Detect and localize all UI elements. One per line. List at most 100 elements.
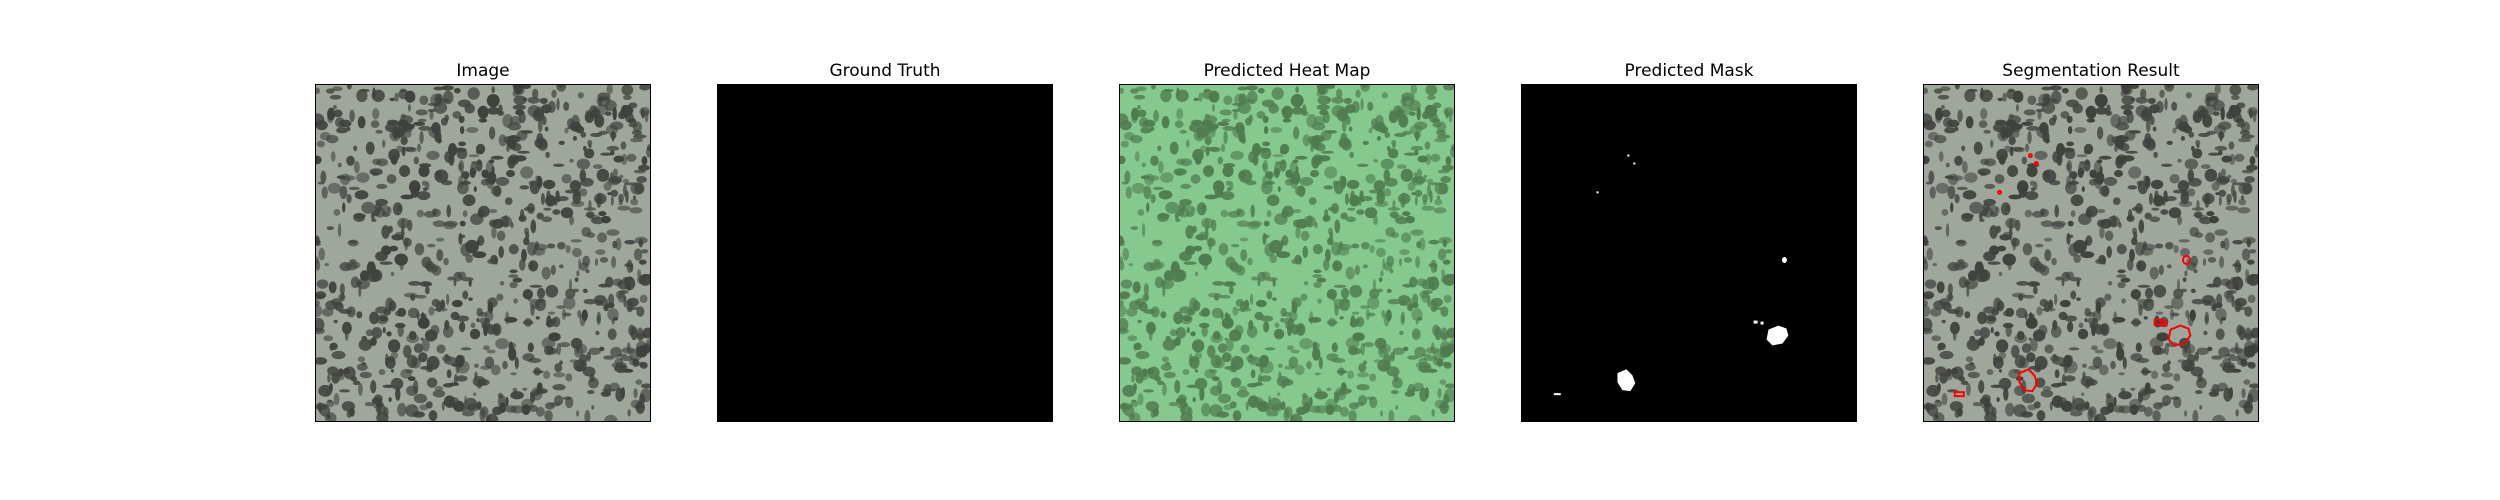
mask-blob (1781, 256, 1787, 263)
spot (1292, 126, 1300, 140)
spot (1299, 176, 1314, 186)
spot (473, 186, 477, 192)
spot (2138, 387, 2151, 401)
spot (1998, 377, 2012, 390)
spot (2194, 232, 2204, 238)
spot (1392, 144, 1396, 148)
spot (1941, 392, 1948, 406)
spot (583, 207, 597, 211)
spot (1370, 118, 1379, 128)
spot (1391, 139, 1397, 147)
spot (1211, 104, 1216, 112)
spot (2215, 328, 2225, 340)
spot (2239, 129, 2251, 136)
spot (446, 204, 451, 218)
spot (1228, 329, 1242, 342)
spot (395, 387, 401, 401)
spot (1390, 389, 1399, 395)
spot (2136, 260, 2147, 272)
spot (496, 293, 504, 301)
spot (2159, 89, 2165, 98)
spot (397, 402, 407, 417)
spot (418, 165, 430, 178)
spot (2128, 208, 2133, 221)
mask-blob (1627, 154, 1630, 157)
spot (1264, 355, 1270, 364)
spot (1373, 215, 1379, 226)
spot (1289, 413, 1303, 421)
spot (2233, 190, 2237, 203)
spot (2009, 146, 2014, 157)
spot (1336, 109, 1349, 122)
spot (442, 90, 454, 105)
spot (422, 187, 428, 192)
spot (429, 110, 434, 120)
spot (1130, 226, 1138, 231)
spot (1358, 395, 1368, 406)
spot (1432, 118, 1441, 124)
spot (588, 144, 592, 148)
spot (2104, 230, 2114, 241)
spot (1295, 86, 1299, 94)
spot (2188, 177, 2202, 187)
spot (1974, 269, 1989, 283)
spot (2096, 126, 2104, 140)
spot (1444, 388, 1454, 403)
spot (2196, 200, 2200, 209)
spot (1956, 240, 1966, 244)
spot (2126, 111, 2134, 124)
spot (527, 96, 540, 104)
spot (1961, 160, 1968, 174)
spot (640, 383, 650, 389)
spot (1263, 321, 1270, 333)
spot (2081, 186, 2085, 192)
spot (1380, 270, 1384, 277)
spot (395, 231, 405, 236)
spot (1235, 122, 1245, 135)
spot (407, 376, 416, 382)
spot (460, 243, 471, 257)
spot (1238, 170, 1247, 180)
spot (2241, 195, 2244, 200)
spot (1995, 339, 2009, 353)
spot (545, 284, 559, 298)
spot (328, 281, 337, 294)
spot (610, 196, 614, 206)
spot (1248, 220, 1262, 227)
spot (2061, 400, 2073, 412)
spot (356, 311, 363, 319)
spot (2061, 87, 2069, 94)
spot (2144, 212, 2152, 220)
spot (527, 241, 538, 256)
spot (1351, 311, 1360, 315)
spot (551, 316, 561, 328)
spot (2128, 166, 2142, 179)
spot (1407, 304, 1414, 312)
spot (364, 402, 374, 407)
spot (318, 384, 333, 397)
spot (570, 239, 582, 243)
spot (2229, 85, 2242, 96)
spot (348, 186, 360, 191)
spot (506, 169, 516, 178)
spot (583, 148, 595, 159)
spot (2055, 276, 2063, 281)
spot (621, 105, 634, 117)
spot (568, 279, 573, 291)
spot (1257, 87, 1265, 94)
spot (565, 373, 573, 382)
spot (576, 270, 580, 277)
spot (1961, 212, 1973, 222)
spot (490, 364, 501, 376)
spot (508, 274, 519, 278)
spot (416, 312, 420, 320)
spot (1160, 311, 1167, 319)
spot (1318, 356, 1323, 370)
spot (400, 368, 412, 379)
spot (560, 207, 574, 219)
spot (1204, 368, 1216, 379)
spot (473, 363, 479, 368)
spot (1277, 363, 1283, 368)
spot (2020, 411, 2033, 418)
spot (2023, 109, 2036, 116)
